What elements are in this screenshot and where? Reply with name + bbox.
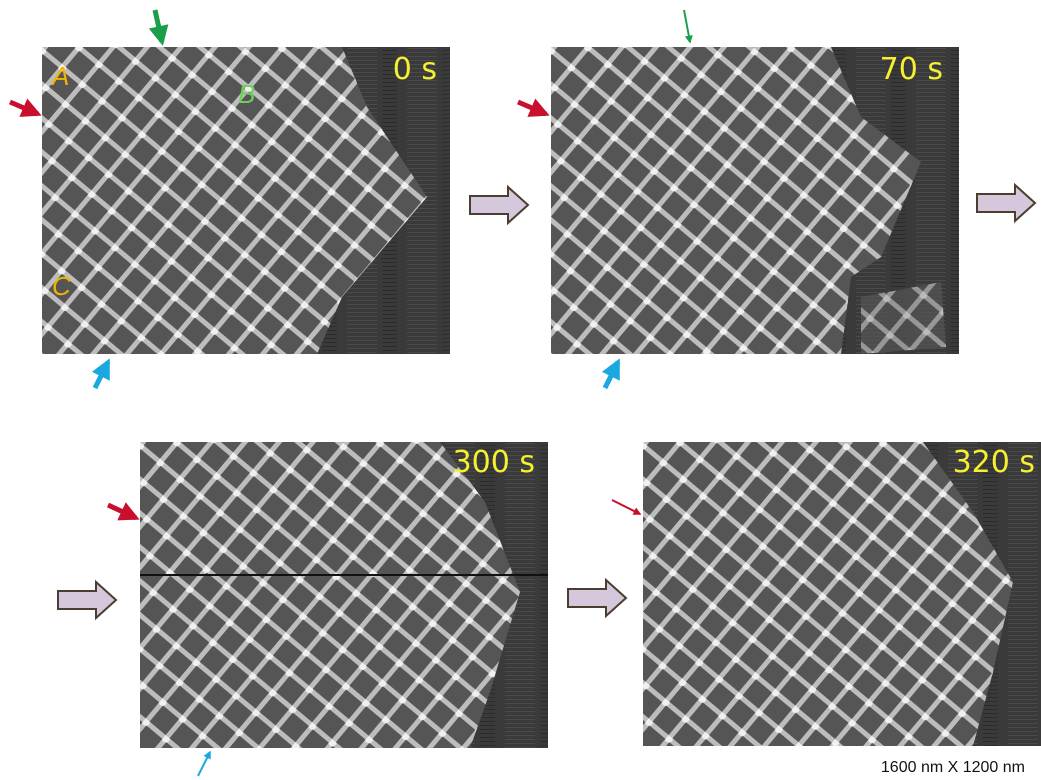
time-label: 320 s [953, 445, 1035, 480]
label: B [238, 79, 255, 109]
panel: 300 s [140, 442, 548, 748]
marker-arrow [684, 10, 690, 42]
marker-arrow [95, 362, 108, 388]
panel: 70 s [551, 47, 959, 354]
marker-arrow [155, 10, 162, 42]
marker-arrow [108, 505, 136, 518]
marker-arrow [198, 752, 210, 776]
marker-arrow [605, 362, 618, 388]
time-label: 0 s [393, 52, 437, 87]
scale-caption: 1600 nm X 1200 nm [881, 759, 1025, 776]
sequence-arrow [58, 582, 116, 618]
panel: 320 s [643, 442, 1041, 746]
figure: 0 s A B C 70 s 300 s 320 s 1600 nm X 120… [0, 0, 1041, 780]
marker-arrow [518, 102, 546, 114]
sequence-arrow [470, 187, 528, 223]
marker-arrow [10, 102, 38, 114]
panel: 0 s A B C [42, 47, 450, 354]
time-label: 300 s [453, 445, 535, 480]
time-label: 70 s [880, 52, 943, 87]
marker-arrow [612, 500, 640, 514]
sequence-arrow [568, 580, 626, 616]
label: A [50, 61, 69, 91]
label: C [52, 271, 71, 301]
sequence-arrow [977, 185, 1035, 221]
